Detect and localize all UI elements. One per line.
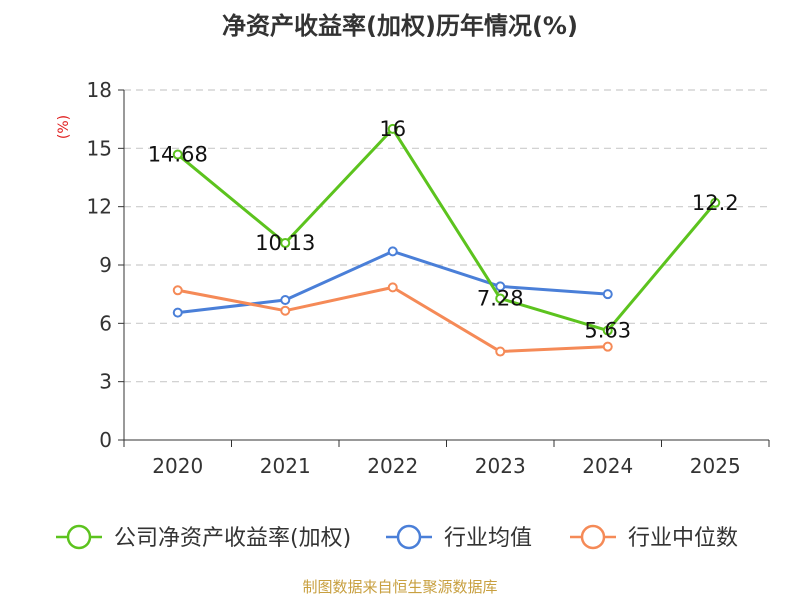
axes: [118, 89, 770, 447]
series-point-2-0: [172, 285, 183, 296]
series-0: [172, 123, 721, 336]
legend-item-2: 行业中位数: [570, 524, 738, 551]
series-point-1-2: [387, 246, 398, 257]
x-tick-label-2022: 2022: [367, 454, 418, 478]
grid-lines: [124, 89, 769, 383]
x-tick-label-2021: 2021: [260, 454, 311, 478]
chart-title: 净资产收益率(加权)历年情况(%): [222, 12, 578, 40]
data-labels: 14.68 10.13 16 7.28 5.63 12.2: [148, 117, 739, 343]
series-point-2-3: [495, 346, 506, 357]
y-tick-label-9: 9: [99, 253, 112, 277]
source-note: 制图数据来自恒生聚源数据库: [302, 578, 497, 596]
data-label-2: 16: [379, 117, 406, 141]
series-point-0-4: [602, 325, 613, 336]
series-point-0-1: [280, 238, 291, 249]
legend-item-1: 行业均值: [386, 524, 532, 551]
x-tick-label-2023: 2023: [475, 454, 526, 478]
series-point-1-0: [172, 307, 183, 318]
series-point-0-3: [495, 293, 506, 304]
series-line-0: [176, 127, 717, 333]
legend-marker-2: [580, 524, 606, 550]
series-point-1-4: [602, 289, 613, 300]
series-line-2: [177, 285, 608, 354]
data-label-4: 5.63: [584, 319, 631, 343]
data-label-3: 7.28: [477, 286, 524, 310]
legend-item-0: 公司净资产收益率(加权): [56, 524, 351, 551]
series-1: [172, 246, 613, 318]
series-point-1-1: [280, 295, 291, 305]
x-tick-labels: 2020 2021 2022 2023 2024 2025: [152, 454, 740, 478]
series-point-2-2: [387, 282, 398, 293]
series-point-0-5: [710, 197, 721, 208]
legend-label-1: 行业均值: [444, 526, 532, 551]
y-tick-label-18: 18: [87, 78, 112, 102]
series-point-1-3: [495, 281, 506, 292]
data-label-0: 14.68: [148, 143, 208, 167]
legend-label-0: 公司净资产收益率(加权): [114, 526, 351, 551]
y-tick-label-6: 6: [99, 311, 112, 335]
data-label-5: 12.2: [692, 191, 739, 215]
series-2: [172, 282, 613, 357]
y-axis-label: (%): [56, 115, 72, 139]
legend-label-2: 行业中位数: [628, 526, 738, 551]
y-tick-label-3: 3: [99, 370, 112, 394]
series-point-2-1: [280, 305, 291, 316]
x-tick-label-2020: 2020: [152, 454, 203, 478]
legend-marker-1: [396, 524, 422, 550]
series-point-0-0: [172, 149, 183, 160]
data-label-1: 10.13: [255, 231, 315, 255]
y-tick-label-15: 15: [87, 136, 112, 160]
y-tick-labels: 0 3 6 9 12 15 18: [87, 78, 112, 452]
y-tick-label-12: 12: [87, 195, 112, 219]
series-layer: [172, 123, 721, 357]
series-point-2-4: [602, 341, 613, 352]
legend: 公司净资产收益率(加权) 行业均值 行业中位数: [56, 524, 738, 551]
legend-marker-0: [66, 524, 92, 550]
x-tick-label-2025: 2025: [690, 454, 741, 478]
y-tick-label-0: 0: [99, 428, 112, 452]
series-point-0-2: [387, 123, 398, 134]
x-tick-label-2024: 2024: [582, 454, 633, 478]
